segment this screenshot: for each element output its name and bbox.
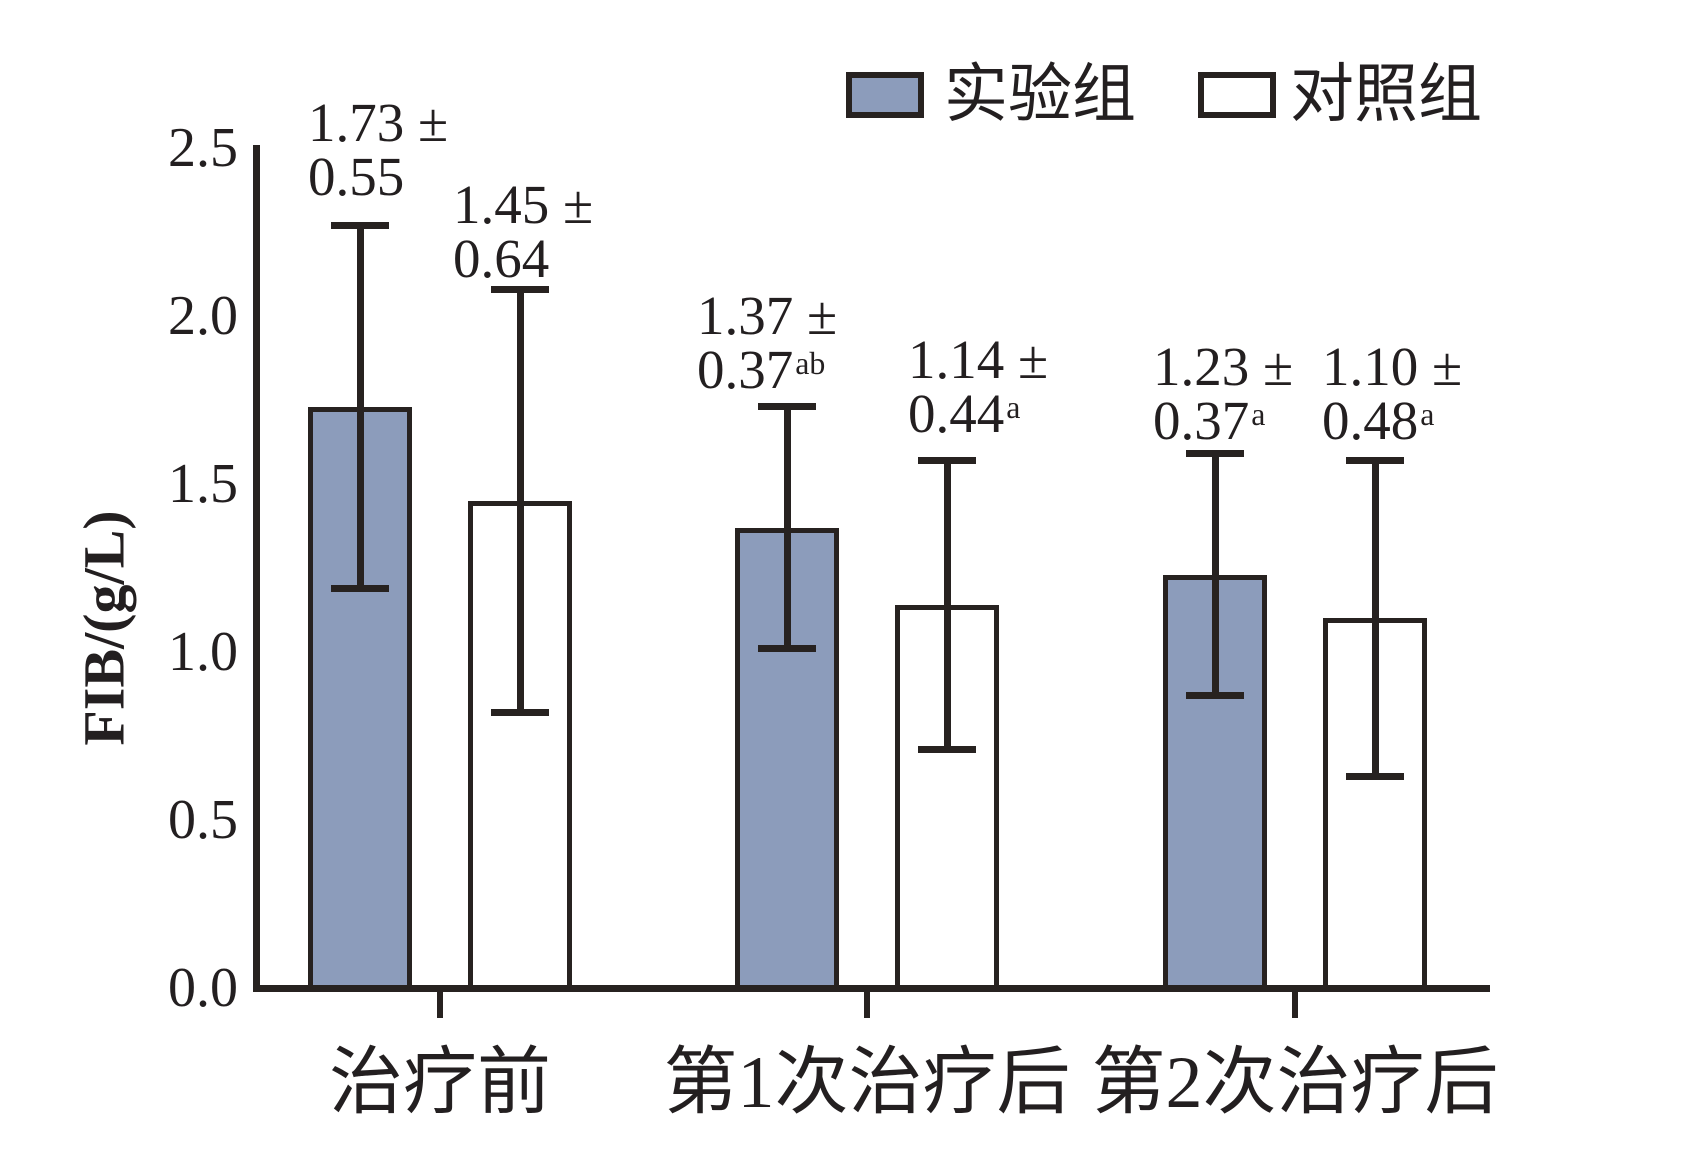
y-axis-tick-label: 2.0: [168, 285, 238, 347]
error-bar-line: [1211, 450, 1219, 699]
x-axis-tick: [1292, 992, 1298, 1018]
y-axis-tick-label: 2.5: [168, 117, 238, 179]
error-bar: [1346, 457, 1404, 780]
x-category-label: 第2次治疗后: [1091, 1042, 1499, 1124]
value-label: 1.23 ±0.37a: [1153, 336, 1294, 451]
error-bar: [491, 286, 549, 716]
y-axis-title: FIB/(g/L): [71, 510, 137, 746]
value-label: 1.45 ±0.64: [453, 174, 594, 289]
legend: 实验组 对照组: [846, 55, 1482, 135]
significance-superscript: a: [1006, 389, 1021, 425]
x-category-label: 治疗前: [329, 1042, 551, 1124]
error-bar-line: [1371, 457, 1379, 780]
y-axis-tick-label: 0.0: [168, 957, 238, 1019]
value-label: 1.10 ±0.48a: [1322, 336, 1463, 451]
x-axis-line: [253, 985, 1490, 992]
x-axis-tick: [864, 992, 870, 1018]
significance-superscript: a: [1420, 396, 1435, 432]
error-bar: [918, 457, 976, 753]
error-bar-bottom-cap: [918, 746, 976, 753]
error-bar: [331, 222, 389, 592]
error-bar-bottom-cap: [1186, 692, 1244, 699]
error-bar: [758, 403, 816, 652]
x-axis-tick: [437, 992, 443, 1018]
y-axis-tick-label: 1.0: [168, 621, 238, 683]
error-bar-bottom-cap: [758, 645, 816, 652]
value-label: 1.73 ±0.55: [308, 92, 449, 207]
y-axis-tick-label: 0.5: [168, 789, 238, 851]
significance-superscript: ab: [795, 345, 826, 381]
error-bar-line: [783, 403, 791, 652]
legend-swatch-experimental: [846, 72, 924, 118]
error-bar-line: [943, 457, 951, 753]
significance-superscript: a: [1251, 396, 1266, 432]
error-bar-line: [356, 222, 364, 592]
value-label: 1.14 ±0.44a: [908, 329, 1049, 444]
y-axis-tick-label: 1.5: [168, 453, 238, 515]
error-bar: [1186, 450, 1244, 699]
y-axis-line: [253, 145, 260, 992]
legend-swatch-control: [1198, 72, 1276, 118]
error-bar-bottom-cap: [1346, 773, 1404, 780]
x-category-label: 第1次治疗后: [663, 1042, 1071, 1124]
legend-label-experimental: 实验组: [944, 59, 1136, 130]
error-bar-line: [516, 286, 524, 716]
value-label: 1.37 ±0.37ab: [697, 285, 838, 400]
error-bar-bottom-cap: [491, 709, 549, 716]
error-bar-bottom-cap: [331, 585, 389, 592]
legend-label-control: 对照组: [1290, 59, 1482, 130]
